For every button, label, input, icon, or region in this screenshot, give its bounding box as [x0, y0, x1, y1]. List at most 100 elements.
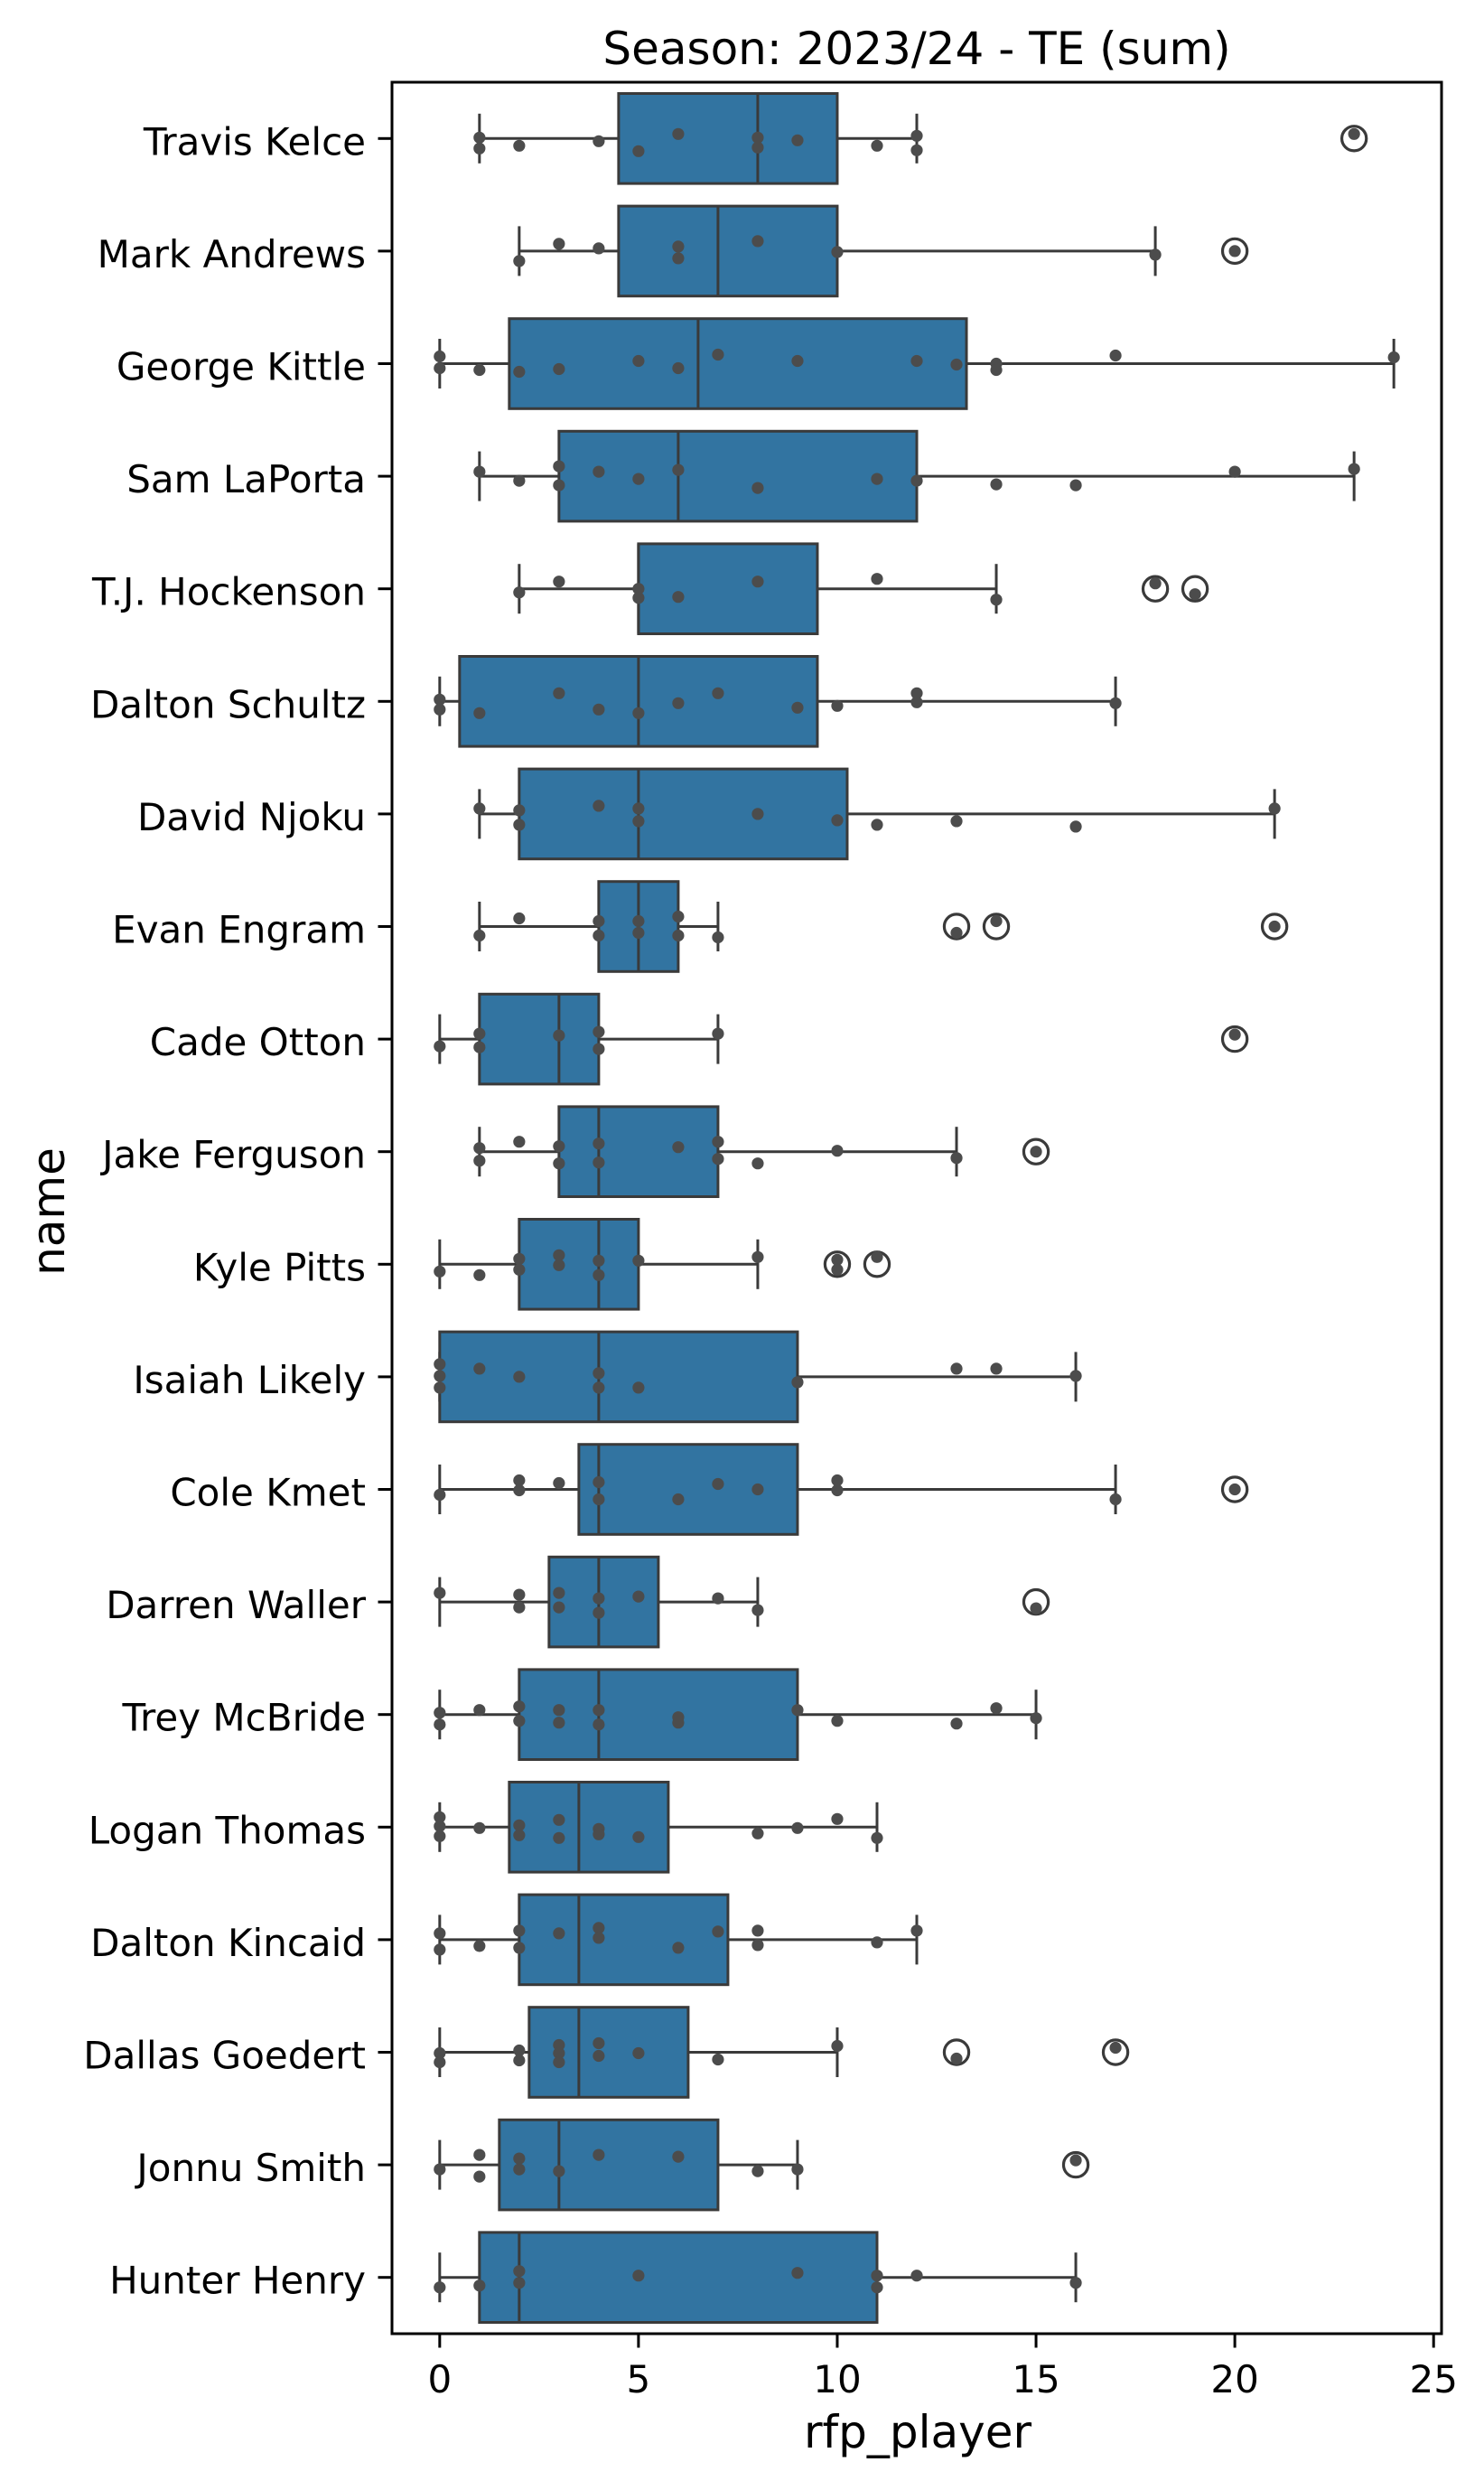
- data-point: [593, 1043, 605, 1055]
- box: [557, 429, 919, 523]
- data-point: [910, 354, 923, 368]
- data-point: [593, 1137, 605, 1150]
- data-point: [513, 1252, 526, 1265]
- data-point: [791, 1376, 804, 1389]
- data-point: [950, 926, 963, 940]
- data-point: [1109, 1493, 1122, 1506]
- data-point: [553, 238, 565, 250]
- data-point: [553, 460, 565, 473]
- data-point: [434, 2281, 446, 2294]
- y-tick-label: Dalton Schultz: [90, 682, 366, 726]
- data-point: [434, 1811, 446, 1823]
- data-point: [434, 1358, 446, 1371]
- data-point: [473, 363, 486, 377]
- data-point: [553, 1587, 565, 1599]
- data-point: [473, 1362, 486, 1375]
- data-point: [593, 1493, 605, 1506]
- data-point: [513, 912, 526, 925]
- data-point: [593, 1475, 605, 1489]
- data-point: [1228, 245, 1241, 257]
- data-point: [910, 1924, 923, 1937]
- data-point: [513, 1715, 526, 1727]
- data-point: [513, 804, 526, 817]
- data-point: [513, 586, 526, 599]
- data-point: [1069, 2154, 1082, 2167]
- data-point: [672, 240, 685, 253]
- data-point: [751, 1604, 764, 1616]
- data-point: [712, 1153, 724, 1165]
- data-point: [513, 1924, 526, 1937]
- x-tick-label: 15: [1012, 2357, 1059, 2401]
- data-point: [672, 1942, 685, 1954]
- data-point: [593, 465, 605, 478]
- data-point: [871, 139, 883, 152]
- data-point: [473, 1027, 486, 1040]
- data-point: [1149, 248, 1162, 261]
- data-point: [473, 1704, 486, 1717]
- data-point: [831, 1253, 844, 1266]
- y-tick-label: David Njoku: [137, 795, 366, 839]
- data-point: [791, 2267, 804, 2279]
- data-point: [593, 929, 605, 942]
- data-point: [513, 1474, 526, 1487]
- data-point: [513, 1819, 526, 1831]
- data-point: [672, 929, 685, 942]
- data-point: [513, 1829, 526, 1841]
- data-point: [473, 1821, 486, 1834]
- data-point: [553, 1140, 565, 1153]
- box: [518, 1218, 640, 1311]
- data-point: [434, 2046, 446, 2060]
- y-tick-label: Trey McBride: [122, 1696, 366, 1740]
- data-point: [1069, 2277, 1082, 2289]
- data-point: [473, 1142, 486, 1155]
- data-point: [513, 819, 526, 831]
- data-point: [990, 594, 1003, 606]
- data-point: [871, 2270, 883, 2282]
- data-point: [593, 703, 605, 716]
- data-point: [593, 135, 605, 147]
- data-point: [513, 139, 526, 152]
- data-point: [632, 2046, 645, 2060]
- data-point: [513, 1136, 526, 1148]
- data-point: [553, 1601, 565, 1614]
- data-point: [950, 1152, 963, 1165]
- data-point: [473, 1940, 486, 1952]
- data-point: [712, 348, 724, 361]
- data-point: [990, 478, 1003, 491]
- data-point: [1268, 802, 1281, 815]
- data-point: [632, 1830, 645, 1843]
- data-point: [672, 1717, 685, 1729]
- data-point: [791, 354, 804, 368]
- data-point: [751, 1157, 764, 1170]
- y-tick-label: Jonnu Smith: [134, 2146, 366, 2190]
- data-point: [751, 1483, 764, 1496]
- data-point: [513, 1588, 526, 1601]
- data-point: [434, 1370, 446, 1382]
- data-point: [831, 1484, 844, 1497]
- data-point: [632, 802, 645, 815]
- data-point: [434, 1927, 446, 1940]
- data-point: [553, 1029, 565, 1042]
- data-point: [513, 2054, 526, 2067]
- data-point: [593, 800, 605, 812]
- data-point: [831, 246, 844, 258]
- data-point: [593, 2036, 605, 2050]
- data-point: [513, 1942, 526, 1954]
- data-point: [553, 1259, 565, 1271]
- data-point: [791, 1821, 804, 1834]
- data-point: [1228, 465, 1241, 478]
- data-point: [632, 1590, 645, 1603]
- data-point: [553, 2165, 565, 2177]
- box: [508, 317, 968, 410]
- box: [508, 1781, 670, 1874]
- data-point: [672, 2150, 685, 2163]
- data-point: [1109, 349, 1122, 362]
- box: [617, 92, 839, 185]
- data-point: [513, 2265, 526, 2278]
- box: [518, 767, 849, 861]
- data-point: [751, 141, 764, 154]
- data-point: [1348, 463, 1360, 475]
- data-point: [553, 687, 565, 699]
- data-point: [1387, 351, 1400, 364]
- data-point: [751, 235, 764, 248]
